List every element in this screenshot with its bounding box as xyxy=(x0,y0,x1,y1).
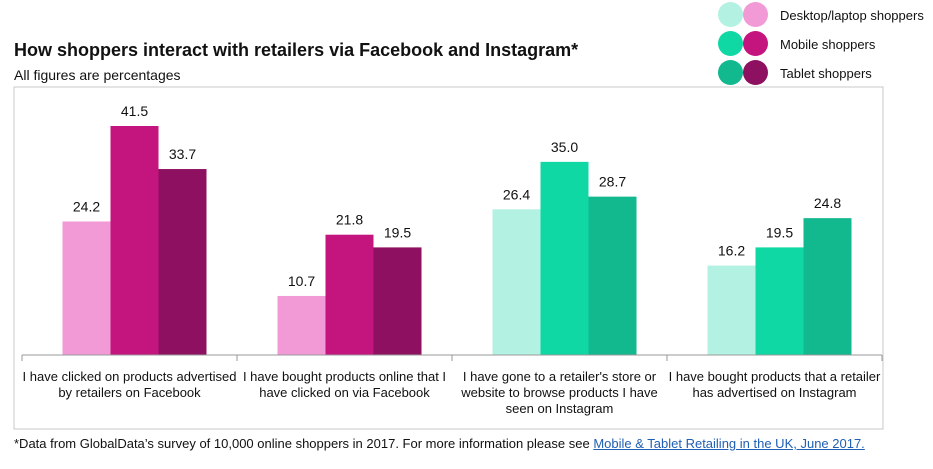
bar-mobile-group-2 xyxy=(325,234,374,355)
value-label-desktop-group-1: 24.2 xyxy=(73,198,100,214)
category-label-2-line-2: have clicked on via Facebook xyxy=(259,385,430,400)
value-label-mobile-group-1: 41.5 xyxy=(121,103,148,119)
value-label-desktop-group-2: 10.7 xyxy=(288,273,315,289)
footnote: *Data from GlobalData’s survey of 10,000… xyxy=(14,436,865,451)
legend-item-mobile: Mobile shoppers xyxy=(718,31,933,59)
legend-swatch-facebook-mobile xyxy=(743,31,768,56)
report-link[interactable]: Mobile & Tablet Retailing in the UK, Jun… xyxy=(593,436,865,451)
legend-swatch-facebook-tablet xyxy=(743,60,768,85)
legend-label-mobile: Mobile shoppers xyxy=(780,37,876,52)
bar-mobile-group-1 xyxy=(110,126,159,355)
legend-swatch-instagram-tablet xyxy=(718,60,743,85)
value-label-tablet-group-3: 28.7 xyxy=(599,174,626,190)
bar-tablet-group-3 xyxy=(588,196,637,355)
category-label-3-line-1: I have gone to a retailer's store or xyxy=(463,369,657,384)
chart-subtitle: All figures are percentages xyxy=(14,67,181,83)
bar-tablet-group-1 xyxy=(158,169,207,355)
category-label-3-line-3: seen on Instagram xyxy=(506,401,614,416)
value-label-mobile-group-3: 35.0 xyxy=(551,139,578,155)
value-label-tablet-group-1: 33.7 xyxy=(169,146,196,162)
category-label-1-line-1: I have clicked on products advertised xyxy=(23,369,237,384)
bar-tablet-group-4 xyxy=(803,218,852,355)
value-label-desktop-group-3: 26.4 xyxy=(503,186,530,202)
category-label-2-line-1: I have bought products online that I xyxy=(243,369,446,384)
legend-label-desktop: Desktop/laptop shoppers xyxy=(780,8,924,23)
value-label-tablet-group-2: 19.5 xyxy=(384,224,411,240)
value-label-mobile-group-4: 19.5 xyxy=(766,224,793,240)
legend-item-tablet: Tablet shoppers xyxy=(718,60,933,88)
footnote-text: *Data from GlobalData’s survey of 10,000… xyxy=(14,436,594,451)
bar-tablet-group-2 xyxy=(373,247,422,355)
category-label-4-line-1: I have bought products that a retailer xyxy=(669,369,881,384)
bar-desktop-group-1 xyxy=(62,221,111,355)
legend-swatch-instagram-mobile xyxy=(718,31,743,56)
plot-frame xyxy=(13,86,884,430)
bar-desktop-group-3 xyxy=(492,209,541,355)
category-label-1-line-2: by retailers on Facebook xyxy=(58,385,201,400)
legend-item-desktop: Desktop/laptop shoppers xyxy=(718,2,933,30)
legend-swatch-instagram-desktop xyxy=(718,2,743,27)
legend-label-tablet: Tablet shoppers xyxy=(780,66,872,81)
bar-mobile-group-3 xyxy=(540,161,589,355)
bar-mobile-group-4 xyxy=(755,247,804,355)
value-label-tablet-group-4: 24.8 xyxy=(814,195,841,211)
value-label-mobile-group-2: 21.8 xyxy=(336,212,363,228)
category-label-4-line-2: has advertised on Instagram xyxy=(692,385,856,400)
legend-swatch-facebook-desktop xyxy=(743,2,768,27)
category-label-3-line-2: website to browse products I have xyxy=(460,385,658,400)
bar-desktop-group-4 xyxy=(707,265,756,355)
bar-desktop-group-2 xyxy=(277,295,326,355)
value-label-desktop-group-4: 16.2 xyxy=(718,243,745,259)
chart-title: How shoppers interact with retailers via… xyxy=(14,40,579,60)
